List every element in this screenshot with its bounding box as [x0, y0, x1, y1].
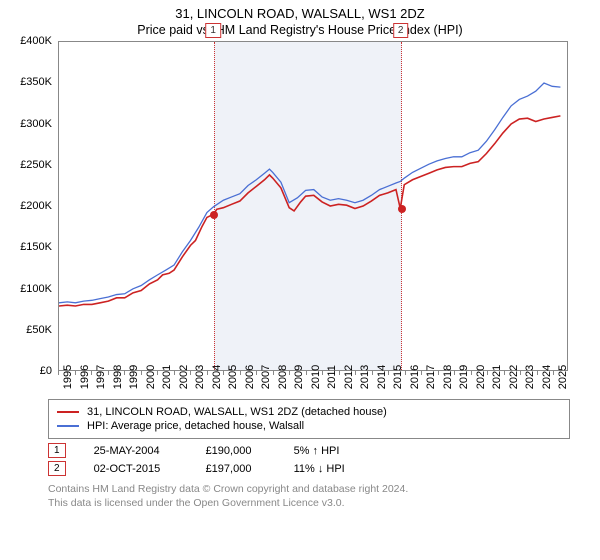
- chart-subtitle: Price paid vs. HM Land Registry's House …: [0, 21, 600, 41]
- x-tick-label: 2014: [376, 365, 388, 389]
- x-tick-label: 2021: [491, 365, 503, 389]
- event-number: 1: [48, 443, 66, 458]
- chart-lines: [59, 42, 567, 370]
- chart-area: £0£50K£100K£150K£200K£250K£300K£350K£400…: [10, 41, 570, 391]
- x-tick-label: 2000: [145, 365, 157, 389]
- x-tick-label: 2004: [211, 365, 223, 389]
- x-tick-label: 2025: [557, 365, 569, 389]
- y-tick-label: £200K: [20, 200, 52, 212]
- y-tick-label: £250K: [20, 159, 52, 171]
- event-row: 1 25-MAY-2004 £190,000 5% ↑ HPI: [48, 443, 570, 458]
- legend-swatch: [57, 411, 79, 413]
- x-tick-label: 2022: [508, 365, 520, 389]
- x-tick-label: 2010: [310, 365, 322, 389]
- series-line: [59, 83, 560, 303]
- event-delta: 5% ↑ HPI: [294, 445, 340, 457]
- y-tick-label: £100K: [20, 283, 52, 295]
- x-tick-label: 2019: [458, 365, 470, 389]
- x-tick-label: 2023: [524, 365, 536, 389]
- event-delta: 11% ↓ HPI: [294, 463, 345, 475]
- x-tick-label: 1996: [79, 365, 91, 389]
- series-line: [59, 116, 560, 306]
- sale-dot: [398, 205, 406, 213]
- sale-marker-label: 2: [393, 23, 409, 38]
- x-tick-label: 2016: [409, 365, 421, 389]
- sale-marker-label: 1: [205, 23, 221, 38]
- y-tick-label: £0: [40, 365, 52, 377]
- x-tick-label: 2003: [194, 365, 206, 389]
- x-tick-label: 2006: [244, 365, 256, 389]
- event-date: 02-OCT-2015: [94, 463, 178, 475]
- x-tick-label: 2024: [541, 365, 553, 389]
- x-axis: 1995199619971998199920002001200220032004…: [58, 371, 568, 411]
- sale-dot: [210, 211, 218, 219]
- sale-events: 1 25-MAY-2004 £190,000 5% ↑ HPI 2 02-OCT-2015…: [48, 443, 570, 476]
- y-tick-label: £400K: [20, 35, 52, 47]
- x-tick-label: 2013: [359, 365, 371, 389]
- legend-label: HPI: Average price, detached house, Wals…: [87, 420, 304, 432]
- event-price: £197,000: [206, 463, 266, 475]
- x-tick-label: 2009: [293, 365, 305, 389]
- x-tick-label: 2002: [178, 365, 190, 389]
- y-tick-label: £50K: [26, 324, 52, 336]
- footnote-line: This data is licensed under the Open Gov…: [48, 496, 570, 510]
- y-tick-label: £150K: [20, 241, 52, 253]
- chart-title: 31, LINCOLN ROAD, WALSALL, WS1 2DZ: [0, 0, 600, 21]
- x-tick-label: 2008: [277, 365, 289, 389]
- page-root: 31, LINCOLN ROAD, WALSALL, WS1 2DZ Price…: [0, 0, 600, 560]
- x-tick-label: 2017: [425, 365, 437, 389]
- event-row: 2 02-OCT-2015 £197,000 11% ↓ HPI: [48, 461, 570, 476]
- x-tick-label: 2011: [326, 365, 338, 389]
- x-tick-label: 1999: [128, 365, 140, 389]
- x-tick-label: 1997: [95, 365, 107, 389]
- x-tick-label: 2007: [260, 365, 272, 389]
- x-tick-label: 2020: [475, 365, 487, 389]
- y-axis: £0£50K£100K£150K£200K£250K£300K£350K£400…: [10, 41, 58, 371]
- event-price: £190,000: [206, 445, 266, 457]
- x-tick-label: 2001: [161, 365, 173, 389]
- x-tick-label: 1998: [112, 365, 124, 389]
- legend-swatch: [57, 425, 79, 427]
- x-tick-label: 1995: [62, 365, 74, 389]
- legend-row: HPI: Average price, detached house, Wals…: [57, 420, 561, 432]
- event-date: 25-MAY-2004: [94, 445, 178, 457]
- footnote: Contains HM Land Registry data © Crown c…: [48, 482, 570, 510]
- x-tick-label: 2005: [227, 365, 239, 389]
- footnote-line: Contains HM Land Registry data © Crown c…: [48, 482, 570, 496]
- y-tick-label: £300K: [20, 118, 52, 130]
- x-tick-label: 2018: [442, 365, 454, 389]
- y-tick-label: £350K: [20, 76, 52, 88]
- event-number: 2: [48, 461, 66, 476]
- plot-area: [58, 41, 568, 371]
- x-tick-label: 2015: [392, 365, 404, 389]
- x-tick-label: 2012: [343, 365, 355, 389]
